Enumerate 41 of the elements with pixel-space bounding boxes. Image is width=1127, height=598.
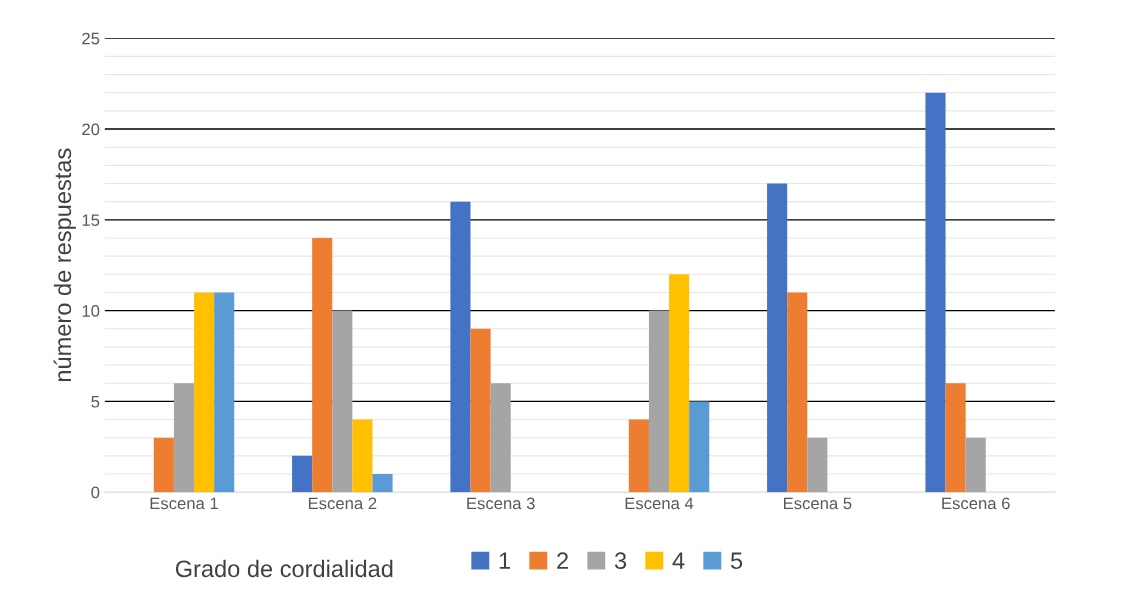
x-tick-label: Escena 1 <box>150 497 218 510</box>
x-tick-label: Escena 4 <box>625 497 694 510</box>
y-tick-label: 20 <box>82 123 100 136</box>
y-tick-label: 10 <box>82 305 100 317</box>
bar <box>945 383 966 493</box>
bar <box>312 237 333 493</box>
bar <box>214 292 235 493</box>
y-tick-label: 15 <box>82 214 100 227</box>
y-axis-title: número de respuestas <box>53 148 76 382</box>
bar <box>194 292 215 493</box>
bar <box>965 437 986 493</box>
bar <box>292 455 313 493</box>
y-tick-label: 25 <box>82 32 100 45</box>
y-tick-label: 5 <box>91 395 100 408</box>
bar <box>352 419 373 493</box>
bar <box>470 328 491 493</box>
bar <box>787 292 808 493</box>
x-tick-label: Escena 6 <box>942 497 1010 510</box>
bar <box>807 437 828 493</box>
x-tick-label: Escena 5 <box>783 497 852 510</box>
y-tick-label: 0 <box>91 486 100 499</box>
x-tick-label: Escena 3 <box>467 497 535 510</box>
legend-label: 2 <box>557 552 568 569</box>
bar <box>372 474 393 493</box>
bar <box>450 201 471 493</box>
bar <box>332 310 353 493</box>
bar <box>767 183 788 493</box>
x-tick-label: Escena 2 <box>308 497 377 510</box>
legend-label: 1 <box>499 552 510 569</box>
bar <box>490 383 511 493</box>
bar <box>628 419 649 493</box>
bar <box>153 437 174 493</box>
bar <box>925 92 946 493</box>
legend-label: 5 <box>730 552 743 570</box>
legend-label: 4 <box>672 552 685 569</box>
bar <box>648 310 670 493</box>
bar <box>669 274 690 493</box>
legend-label: 3 <box>614 552 627 570</box>
legend-title: Grado de cordialidad <box>175 559 393 578</box>
bar <box>173 383 195 493</box>
bar <box>689 401 710 493</box>
